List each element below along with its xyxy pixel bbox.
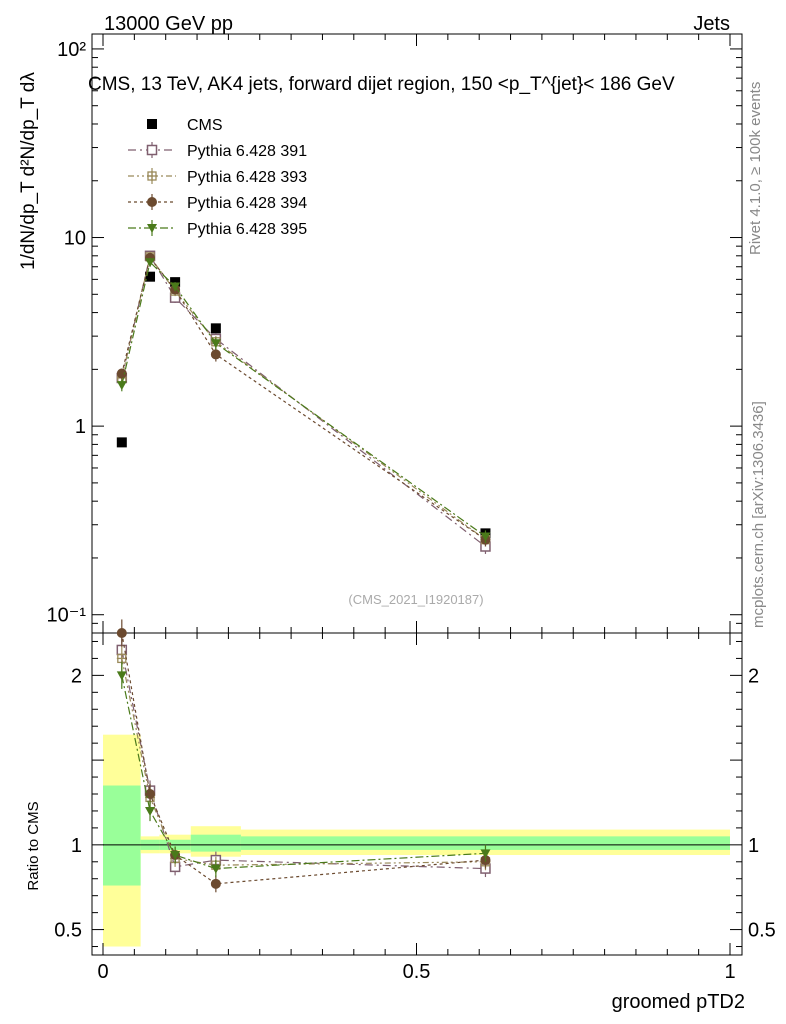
ratio-series-line — [121, 675, 486, 870]
main-series-4 — [116, 257, 491, 544]
axes-group: 10⁻¹ 1 10 10² 0.5 0.5 1 1 2 2 0 0.5 1 — [47, 33, 776, 983]
legend-label: Pythia 6.428 391 — [187, 143, 307, 160]
main-series-1 — [116, 250, 491, 554]
ratio-y-tick-label: 0.5 — [54, 920, 82, 942]
main-y-tick-label: 10² — [57, 39, 86, 61]
ratio-data-point — [145, 806, 156, 816]
legend-label: CMS — [187, 117, 223, 134]
ratio-ylabel: Ratio to CMS — [25, 801, 42, 890]
main-series-line — [121, 261, 486, 537]
x-tick-label: 1 — [724, 961, 735, 983]
ratio-band-green — [103, 785, 141, 886]
data-point — [210, 323, 221, 334]
ratio-y-tick-label-right: 2 — [748, 665, 759, 687]
legend-marker — [147, 197, 157, 207]
legend-label: Pythia 6.428 393 — [187, 169, 307, 186]
ratio-data-point — [170, 851, 181, 861]
data-point — [210, 339, 221, 349]
ratio-data-point — [210, 878, 221, 889]
ratio-y-tick-label-right: 0.5 — [748, 920, 776, 942]
ratio-y-tick-label: 2 — [71, 665, 82, 687]
ratio-y-tick-label: 1 — [71, 835, 82, 857]
legend-entry: CMS — [147, 117, 223, 134]
ratio-data-point — [116, 628, 127, 638]
x-tick-label: 0 — [97, 961, 108, 983]
ratio-y-tick-label-right: 1 — [748, 835, 759, 857]
legend-marker — [147, 119, 157, 129]
main-ylabel: 1/dN/dp_T d²N/dp_T dλ — [18, 72, 39, 270]
ratio-band-green — [190, 834, 241, 852]
x-axis-label: groomed pTD2 — [612, 991, 745, 1013]
x-tick-label: 0.5 — [403, 961, 431, 983]
legend-marker — [147, 224, 157, 233]
site-label: mcplots.cern.ch [arXiv:1306.3436] — [750, 401, 767, 628]
ratio-series-3 — [116, 661, 491, 878]
data-point — [116, 437, 127, 448]
legend: CMS Pythia 6.428 391 Pythia 6.428 393 Pythi… — [128, 117, 307, 238]
legend-entry: Pythia 6.428 393 — [128, 168, 307, 186]
ratio-data-point — [145, 789, 156, 799]
data-point — [116, 381, 127, 391]
ratio-data-point — [480, 849, 491, 859]
series-group — [116, 250, 491, 893]
ratio-band-group — [103, 734, 730, 947]
main-title: CMS, 13 TeV, AK4 jets, forward dijet reg… — [88, 74, 675, 95]
main-series-0 — [116, 271, 491, 539]
rivet-label: Rivet 4.1.0, ≥ 100k events — [747, 82, 764, 255]
main-series-line — [121, 256, 486, 541]
main-y-tick-label: 1 — [75, 416, 86, 438]
ratio-band-green — [240, 836, 730, 850]
data-point — [116, 368, 127, 379]
main-y-tick-label: 10⁻¹ — [47, 605, 87, 627]
data-point — [210, 349, 221, 360]
legend-label: Pythia 6.428 395 — [187, 221, 307, 238]
analysis-label: (CMS_2021_I1920187) — [348, 592, 483, 607]
ratio-frame — [91, 632, 743, 956]
legend-entry: Pythia 6.428 395 — [128, 220, 307, 238]
legend-label: Pythia 6.428 394 — [187, 195, 307, 212]
data-point — [145, 271, 156, 282]
legend-entry: Pythia 6.428 391 — [128, 142, 307, 160]
data-point — [145, 258, 156, 268]
ratio-data-point — [210, 864, 221, 874]
energy-label: 13000 GeV pp — [104, 13, 233, 35]
category-label: Jets — [693, 13, 730, 35]
legend-entry: Pythia 6.428 394 — [128, 194, 307, 212]
main-y-tick-label: 10 — [64, 228, 86, 250]
ratio-data-point — [116, 671, 127, 681]
legend-marker — [146, 144, 158, 156]
data-point — [480, 532, 491, 542]
legend-marker — [147, 171, 157, 181]
data-point — [170, 282, 181, 292]
